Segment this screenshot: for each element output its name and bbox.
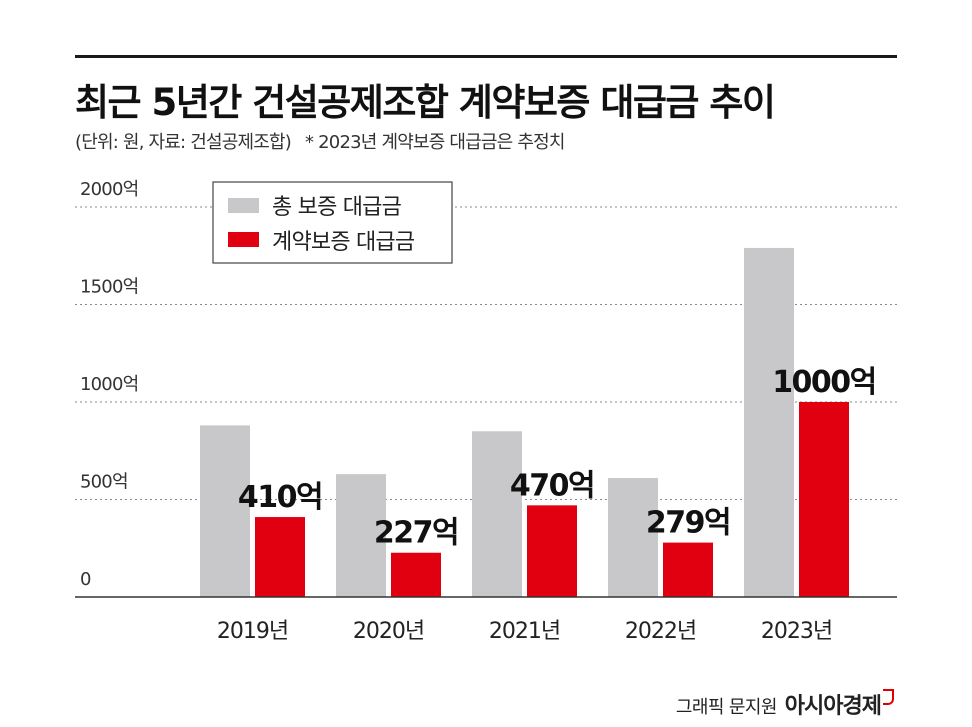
y-tick-label: 2000억 xyxy=(80,179,138,200)
chart-title: 최근 5년간 건설공제조합 계약보증 대급금 추이 xyxy=(75,81,776,124)
y-axis-ticks: 0 500억 1000억 1500억 2000억 xyxy=(80,179,139,590)
x-category-label: 2022년 xyxy=(625,619,696,644)
credit: 그래픽 문지원 아시아경제 xyxy=(676,688,894,720)
legend-label-contract: 계약보증 대급금 xyxy=(272,230,415,255)
y-tick-label: 1500억 xyxy=(80,277,138,298)
bar-total xyxy=(608,478,658,597)
data-label: 227억 xyxy=(374,516,458,551)
bar-contract xyxy=(527,505,577,597)
y-tick-label: 500억 xyxy=(80,472,128,493)
brand-mark-icon xyxy=(883,689,894,705)
y-tick-label: 1000억 xyxy=(80,374,138,395)
bar-contract xyxy=(799,402,849,597)
data-label: 410억 xyxy=(238,480,322,515)
brand-logo-text: 아시아경제 xyxy=(784,694,882,719)
bar-contract xyxy=(663,542,713,597)
data-label: 279억 xyxy=(646,506,730,541)
data-label: 470억 xyxy=(510,468,594,503)
legend: 총 보증 대급금 계약보증 대급금 xyxy=(212,181,453,264)
legend-box xyxy=(212,181,453,264)
legend-swatch-total xyxy=(228,198,259,213)
unit-source-text: (단위: 원, 자료: 건설공제조합) xyxy=(75,132,292,153)
bar-contract xyxy=(391,552,441,597)
bar-total xyxy=(200,425,250,597)
y-tick-label: 0 xyxy=(80,569,91,590)
x-category-label: 2019년 xyxy=(217,619,288,644)
credit-text: 그래픽 문지원 xyxy=(675,697,777,718)
data-labels: 410억 227억 470억 279억 1000억 xyxy=(238,365,877,551)
data-label: 1000억 xyxy=(772,365,876,400)
legend-swatch-contract xyxy=(228,232,259,247)
x-category-label: 2020년 xyxy=(353,619,424,644)
top-rule xyxy=(75,55,897,58)
bar-contract xyxy=(255,517,305,597)
x-axis-labels: 2019년 2020년 2021년 2022년 2023년 xyxy=(217,619,833,644)
legend-label-total: 총 보증 대급금 xyxy=(272,195,402,220)
bar-total xyxy=(472,431,522,597)
bar-total xyxy=(744,247,794,597)
x-category-label: 2021년 xyxy=(489,619,560,644)
chart-subtitle: (단위: 원, 자료: 건설공제조합) * 2023년 계약보증 대급금은 추정치 xyxy=(75,128,565,154)
estimate-note: * 2023년 계약보증 대급금은 추정치 xyxy=(305,132,565,153)
bars xyxy=(200,247,849,597)
x-category-label: 2023년 xyxy=(761,619,832,644)
bar-total xyxy=(336,474,386,597)
